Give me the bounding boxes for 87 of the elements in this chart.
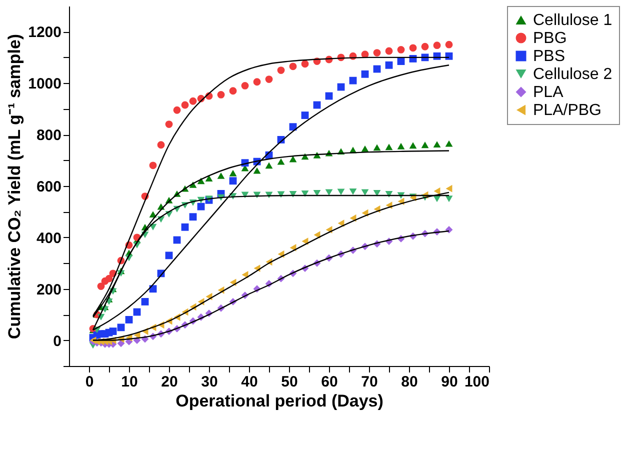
legend-label: PLA/PBG xyxy=(533,102,602,119)
point xyxy=(289,156,297,162)
y-tick-label: 600 xyxy=(36,178,62,196)
legend-label: Cellulose 2 xyxy=(533,66,612,83)
point xyxy=(105,274,113,282)
point xyxy=(373,190,381,196)
x-tick-label: 10 xyxy=(121,374,138,390)
point xyxy=(181,223,189,231)
point xyxy=(385,61,393,69)
point xyxy=(397,142,405,150)
point xyxy=(385,144,393,150)
x-tick-label: 30 xyxy=(201,374,218,390)
point xyxy=(349,188,357,195)
point xyxy=(149,162,157,170)
point xyxy=(445,140,453,147)
point xyxy=(397,46,405,54)
point xyxy=(373,144,381,151)
point xyxy=(446,184,452,192)
point xyxy=(409,142,417,149)
point xyxy=(97,282,105,290)
point xyxy=(301,190,309,197)
legend-label: Cellulose 1 xyxy=(533,12,612,29)
point xyxy=(253,167,261,174)
point xyxy=(197,202,205,210)
legend-label: PBS xyxy=(533,48,566,65)
point xyxy=(229,170,237,176)
point xyxy=(125,316,133,324)
point xyxy=(217,172,225,179)
point xyxy=(361,189,369,196)
x-tick-label: 50 xyxy=(281,374,298,390)
y-axis-title: Cumulative CO₂ Yield (mL g⁻¹ sample) xyxy=(5,34,24,340)
point xyxy=(181,101,189,109)
x-tick-label: 70 xyxy=(361,374,378,390)
point xyxy=(109,328,117,335)
point xyxy=(189,213,197,221)
x-tick-label: 60 xyxy=(321,374,338,390)
point xyxy=(165,120,173,128)
point xyxy=(189,97,197,105)
point xyxy=(141,298,149,306)
point xyxy=(217,91,225,98)
y-tick-label: 1200 xyxy=(28,24,62,42)
point xyxy=(157,141,165,149)
x-tick-label: 40 xyxy=(241,374,258,390)
point xyxy=(313,190,321,196)
point xyxy=(229,87,237,95)
y-tick-label: 1000 xyxy=(28,76,62,93)
point xyxy=(229,177,237,185)
x-tick-label: 20 xyxy=(161,374,178,390)
point xyxy=(301,60,309,68)
y-tick-label: 800 xyxy=(36,127,62,144)
point xyxy=(117,324,125,332)
point xyxy=(301,112,309,119)
point xyxy=(409,44,417,52)
point xyxy=(421,142,429,148)
legend-label: PLA xyxy=(533,84,564,101)
point xyxy=(434,187,440,195)
y-tick-label: 0 xyxy=(53,332,62,350)
y-tick-label: 400 xyxy=(36,230,62,247)
point xyxy=(265,76,273,83)
point xyxy=(277,158,285,165)
point xyxy=(205,175,213,182)
legend-label: PBG xyxy=(533,30,567,47)
point xyxy=(165,252,173,260)
y-tick-label: 200 xyxy=(36,281,62,298)
point xyxy=(253,78,261,86)
point xyxy=(373,49,381,56)
point xyxy=(277,66,285,74)
point xyxy=(445,40,453,48)
point xyxy=(325,189,333,196)
x-tick-label: 0 xyxy=(85,374,94,390)
x-axis-title: Operational period (Days) xyxy=(176,392,384,410)
point xyxy=(173,106,181,114)
point xyxy=(445,196,453,202)
point xyxy=(117,340,125,348)
point xyxy=(337,188,345,196)
x-tick-label: 80 xyxy=(401,374,418,390)
point xyxy=(289,62,297,70)
point xyxy=(421,42,429,50)
point xyxy=(433,42,441,50)
point xyxy=(361,70,369,78)
point xyxy=(265,162,273,169)
point xyxy=(349,76,357,84)
point xyxy=(433,141,441,148)
point xyxy=(385,47,393,55)
x-tick-label: 100 xyxy=(464,374,490,390)
x-tick-label: 90 xyxy=(441,374,458,390)
point xyxy=(241,82,249,90)
